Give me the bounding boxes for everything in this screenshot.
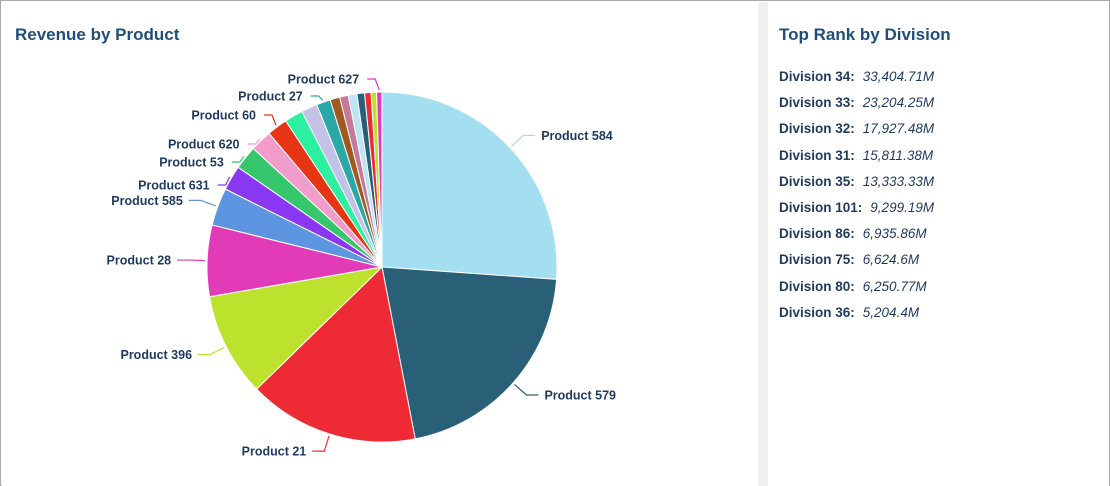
pie-label-text: Product 585 bbox=[111, 194, 183, 208]
rank-row: Division 36: 5,204.4M bbox=[779, 304, 934, 330]
pie-label-product-631: Product 631 bbox=[138, 176, 231, 193]
panel-divider bbox=[758, 2, 768, 486]
pie-label-product-579: Product 579 bbox=[514, 383, 616, 403]
pie-label-text: Product 28 bbox=[107, 254, 172, 268]
pie-label-text: Product 584 bbox=[541, 129, 613, 143]
rank-separator: : bbox=[850, 147, 855, 163]
pie-leader-line bbox=[263, 114, 277, 126]
rank-separator: : bbox=[850, 69, 855, 84]
pie-label-product-28: Product 28 bbox=[107, 254, 206, 268]
rank-division-value: 5,204.4M bbox=[862, 304, 920, 320]
revenue-by-product-panel: Revenue by Product Product 584 Product 57… bbox=[2, 2, 758, 486]
pie-label-text: Product 396 bbox=[120, 348, 192, 362]
rank-row: Division 33: 23,204.25M bbox=[779, 94, 934, 120]
pie-label-product-53: Product 53 bbox=[159, 156, 245, 170]
rank-separator: : bbox=[850, 278, 855, 294]
pie-label-product-396: Product 396 bbox=[120, 346, 225, 362]
rank-division-name: Division 101 bbox=[779, 199, 858, 215]
pie-leader-line bbox=[310, 95, 324, 101]
rank-row: Division 75: 6,624.6M bbox=[779, 251, 934, 277]
rank-division-value: 15,811.38M bbox=[862, 147, 934, 163]
rank-division-name: Division 80 bbox=[779, 278, 851, 294]
rank-separator: : bbox=[850, 95, 855, 111]
rank-division-name: Division 75 bbox=[779, 252, 851, 268]
rank-list: Division 34: 33,404.71M Division 33: 23,20… bbox=[779, 68, 934, 330]
top-rank-panel: Top Rank by Division Division 34: 33,404.… bbox=[768, 2, 1109, 486]
pie-chart: Product 584 Product 579 Product 21 Product … bbox=[107, 73, 617, 459]
rank-separator: : bbox=[850, 304, 855, 320]
pie-leader-line bbox=[511, 134, 536, 147]
rank-row: Division 80: 6,250.77M bbox=[779, 278, 934, 304]
pie-label-product-585: Product 585 bbox=[111, 194, 217, 208]
rank-separator: : bbox=[850, 226, 855, 242]
rank-division-name: Division 34 bbox=[779, 69, 851, 84]
pie-label-product-584: Product 584 bbox=[511, 129, 613, 147]
rank-row: Division 101: 9,299.19M bbox=[779, 199, 934, 225]
pie-leader-line bbox=[247, 138, 260, 145]
pie-slice-product-584[interactable] bbox=[381, 91, 558, 280]
pie-slices bbox=[206, 91, 558, 443]
rank-separator: : bbox=[850, 252, 855, 268]
chart-title: Revenue by Product bbox=[15, 25, 180, 44]
pie-label-product-27: Product 27 bbox=[238, 90, 324, 104]
rank-row: Division 32: 17,927.48M bbox=[779, 120, 934, 146]
rank-division-value: 23,204.25M bbox=[862, 95, 935, 111]
pie-label-product-60: Product 60 bbox=[191, 109, 277, 126]
pie-leader-line bbox=[312, 435, 330, 452]
rank-division-value: 9,299.19M bbox=[870, 199, 935, 215]
pie-label-product-21: Product 21 bbox=[242, 435, 330, 459]
rank-title: Top Rank by Division bbox=[779, 25, 951, 44]
rank-row: Division 34: 33,404.71M bbox=[779, 68, 934, 94]
pie-leader-line bbox=[177, 259, 206, 262]
pie-label-text: Product 620 bbox=[168, 138, 240, 152]
rank-division-name: Division 32 bbox=[779, 121, 851, 137]
pie-label-text: Product 21 bbox=[242, 445, 307, 459]
rank-division-value: 6,624.6M bbox=[862, 252, 920, 268]
pie-label-text: Product 627 bbox=[288, 73, 360, 87]
pie-labels: Product 584 Product 579 Product 21 Product … bbox=[107, 73, 617, 459]
pie-label-text: Product 27 bbox=[238, 90, 303, 104]
pie-slice-product-627[interactable] bbox=[376, 91, 383, 268]
pie-slice-product-396[interactable] bbox=[208, 266, 384, 390]
pie-leader-line bbox=[198, 346, 225, 356]
rank-separator: : bbox=[850, 173, 855, 189]
rank-division-value: 6,250.77M bbox=[862, 278, 927, 294]
pie-label-text: Product 631 bbox=[138, 179, 210, 193]
pie-leader-line bbox=[217, 176, 231, 186]
rank-division-name: Division 35 bbox=[779, 173, 851, 189]
pie-slice-product-21[interactable] bbox=[255, 265, 416, 443]
rank-division-value: 17,927.48M bbox=[862, 121, 935, 137]
pie-label-product-620: Product 620 bbox=[168, 138, 260, 152]
rank-division-name: Division 86 bbox=[779, 226, 851, 242]
rank-division-value: 33,404.71M bbox=[862, 69, 935, 84]
rank-division-value: 6,935.86M bbox=[862, 226, 927, 242]
rank-division-name: Division 33 bbox=[779, 95, 851, 111]
pie-label-product-627: Product 627 bbox=[288, 73, 380, 91]
rank-separator: : bbox=[857, 199, 863, 215]
pie-leader-line bbox=[188, 199, 217, 207]
pie-leader-line bbox=[231, 156, 245, 163]
rank-separator: : bbox=[850, 121, 855, 137]
rank-division-name: Division 31 bbox=[779, 147, 851, 163]
rank-division-value: 13,333.33M bbox=[862, 173, 935, 189]
pie-label-text: Product 60 bbox=[191, 109, 256, 123]
pie-slice-product-579[interactable] bbox=[381, 266, 558, 440]
rank-row: Division 31: 15,811.38M bbox=[779, 147, 934, 173]
rank-division-name: Division 36 bbox=[779, 304, 851, 320]
pie-leader-line bbox=[514, 383, 539, 396]
pie-leader-line bbox=[367, 78, 380, 91]
rank-row: Division 35: 13,333.33M bbox=[779, 173, 934, 199]
pie-label-text: Product 53 bbox=[159, 156, 224, 170]
pie-label-text: Product 579 bbox=[544, 389, 616, 403]
rank-row: Division 86: 6,935.86M bbox=[779, 225, 934, 251]
